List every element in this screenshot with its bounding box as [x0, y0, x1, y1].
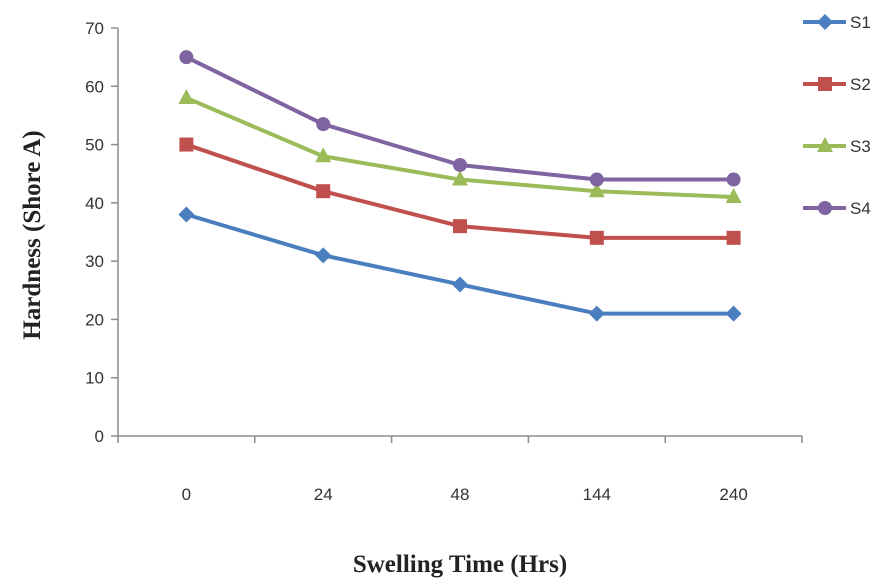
series-s4-point: [453, 157, 467, 172]
series-s2-point: [453, 219, 467, 234]
y-tick-label: 0: [95, 427, 104, 446]
x-tick-label: 144: [583, 485, 611, 504]
series-s4-point: [726, 172, 741, 187]
series-s1-point: [452, 276, 468, 293]
y-tick-label: 40: [85, 194, 104, 213]
x-tick-label: 24: [314, 485, 333, 504]
legend-s1-label: S1: [850, 13, 871, 32]
y-axis: 0 10 20 30 40 50 60 70: [85, 19, 119, 446]
series-s2-point: [179, 137, 194, 152]
y-tick-label: 70: [85, 19, 104, 38]
x-tick-label: 0: [182, 485, 191, 504]
y-tick-label: 10: [85, 369, 104, 388]
y-tick-label: 50: [85, 136, 104, 155]
series-s1-point: [178, 206, 195, 223]
legend-s1-marker: [817, 14, 833, 30]
x-axis: 0 24 48 144 240: [117, 435, 803, 504]
plot-area: [178, 50, 742, 322]
x-tick-label: 240: [719, 485, 747, 504]
series-s2-point: [316, 184, 331, 199]
legend-s2-label: S2: [850, 75, 871, 94]
series-s1-point: [725, 305, 742, 322]
series-s4-point: [589, 172, 604, 187]
y-tick-label: 30: [85, 252, 104, 271]
series-s3-point: [725, 188, 742, 204]
legend-s4-marker: [818, 201, 832, 215]
series-s3-point: [178, 88, 195, 104]
legend: S1 S2 S3 S4: [803, 13, 871, 218]
series-s4-point: [179, 50, 194, 65]
y-tick-label: 60: [85, 77, 104, 96]
series-s3-point: [452, 170, 468, 186]
legend-s2-marker: [818, 77, 832, 91]
series-s2-point: [726, 230, 741, 245]
series-s3-point: [315, 147, 332, 163]
x-tick-label: 48: [451, 485, 470, 504]
series-s2-point: [589, 230, 604, 245]
series-s3-point: [588, 182, 605, 198]
y-tick-label: 20: [85, 310, 104, 329]
series-s1-point: [588, 305, 605, 322]
x-axis-title: Swelling Time (Hrs): [353, 551, 567, 578]
series-s4-point: [316, 117, 331, 132]
legend-s4-label: S4: [850, 199, 871, 218]
legend-s3-marker: [817, 137, 833, 152]
series-s1-point: [315, 247, 332, 264]
legend-s3-label: S3: [850, 137, 871, 156]
y-axis-title: Hardness (Shore A): [19, 130, 46, 339]
